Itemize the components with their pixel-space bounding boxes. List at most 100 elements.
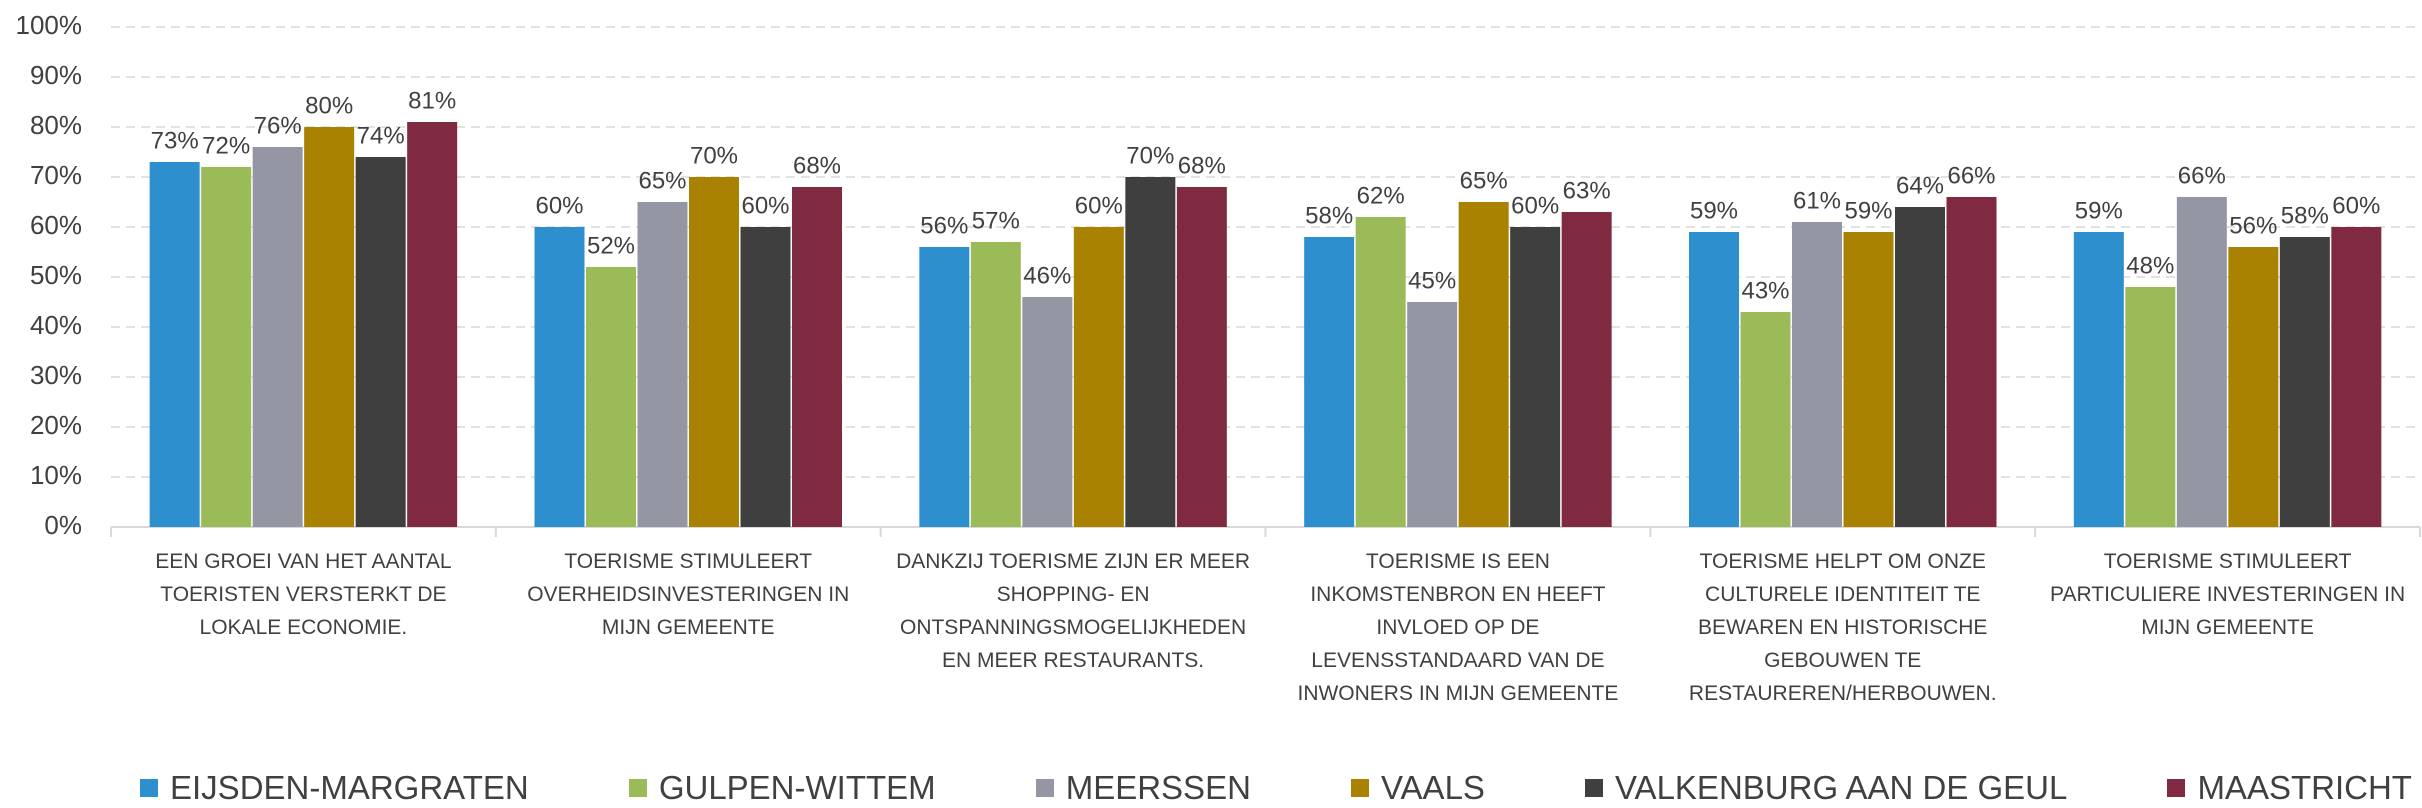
value-label: 73% xyxy=(151,127,199,154)
y-tick-label: 10% xyxy=(30,460,82,490)
bar xyxy=(1946,197,1997,527)
bar xyxy=(637,202,688,527)
x-tick-label: TOERISME STIMULEERT OVERHEIDSINVESTERING… xyxy=(527,550,850,639)
bar xyxy=(1740,312,1791,527)
legend-item: MAASTRICHT xyxy=(2167,768,2412,808)
y-tick-label: 20% xyxy=(30,410,82,440)
value-label: 60% xyxy=(2332,192,2380,219)
bar xyxy=(1510,227,1561,527)
x-tick-label: TOERISME STIMULEERT PARTICULIERE INVESTE… xyxy=(2050,550,2406,639)
x-tick-label: TOERISME IS EEN INKOMSTENBRON EN HEEFT I… xyxy=(1297,550,1619,705)
value-label: 58% xyxy=(2281,202,2329,229)
bar xyxy=(149,162,200,527)
legend-label: MEERSSEN xyxy=(1065,769,1251,806)
value-label: 60% xyxy=(1075,192,1123,219)
bar xyxy=(1561,212,1612,527)
legend-label: MAASTRICHT xyxy=(2197,769,2412,806)
bar xyxy=(2073,232,2124,527)
value-label: 56% xyxy=(920,212,968,239)
bar xyxy=(407,122,458,527)
legend-swatch xyxy=(140,779,158,797)
value-label: 59% xyxy=(1844,197,1892,224)
legend-swatch xyxy=(628,779,647,797)
bar xyxy=(534,227,585,527)
legend-label: VALKENBURG AAN DE GEUL xyxy=(1615,769,2068,806)
bar xyxy=(1792,222,1842,527)
x-tick-label: DANKZIJ TOERISME ZIJN ER MEER SHOPPING- … xyxy=(896,550,1251,672)
bar xyxy=(1843,232,1894,527)
value-label: 57% xyxy=(972,207,1020,234)
y-tick-label: 60% xyxy=(30,210,82,240)
legend-item: GULPEN-WITTEM xyxy=(628,768,936,808)
value-label: 46% xyxy=(1023,262,1071,289)
y-tick-label: 0% xyxy=(44,510,82,540)
bar xyxy=(792,187,842,527)
bar xyxy=(2331,227,2382,527)
value-label: 59% xyxy=(2075,197,2123,224)
bar xyxy=(1407,302,1458,527)
value-label: 65% xyxy=(638,167,686,194)
bar xyxy=(2125,287,2176,527)
value-label: 66% xyxy=(1947,162,1995,189)
bar xyxy=(355,157,406,527)
value-label: 43% xyxy=(1741,277,1789,304)
y-tick-label: 70% xyxy=(30,160,82,190)
legend-label: GULPEN-WITTEM xyxy=(658,769,936,806)
bar xyxy=(1355,217,1406,527)
bar xyxy=(1073,227,1124,527)
y-tick-label: 80% xyxy=(30,110,82,140)
bar xyxy=(1022,297,1073,527)
y-tick-label: 90% xyxy=(30,60,82,90)
x-tick-label: TOERISME HELPT OM ONZE CULTURELE IDENTIT… xyxy=(1688,550,1997,705)
bar xyxy=(252,147,303,527)
bar xyxy=(1895,207,1945,527)
value-label: 65% xyxy=(1460,167,1508,194)
value-label: 48% xyxy=(2126,252,2174,279)
bar xyxy=(740,227,791,527)
y-tick-label: 50% xyxy=(30,260,82,290)
value-label: 72% xyxy=(202,132,250,159)
legend-label: VAALS xyxy=(1380,769,1485,806)
value-label: 68% xyxy=(1178,152,1226,179)
bar xyxy=(919,247,970,527)
bar xyxy=(304,127,355,527)
legend-swatch xyxy=(1585,779,1603,797)
legend-item: MEERSSEN xyxy=(1035,768,1251,808)
legend-item: EIJSDEN-MARGRATEN xyxy=(140,768,529,808)
legend-swatch xyxy=(1350,779,1369,797)
bar xyxy=(2228,247,2279,527)
y-tick-label: 100% xyxy=(16,10,83,40)
value-label: 60% xyxy=(741,192,789,219)
value-label: 70% xyxy=(1126,142,1174,169)
value-label: 68% xyxy=(793,152,841,179)
value-label: 60% xyxy=(535,192,583,219)
bar xyxy=(2176,197,2227,527)
bar xyxy=(1458,202,1509,527)
bar xyxy=(1125,177,1176,527)
bar xyxy=(1304,237,1355,527)
value-label: 62% xyxy=(1357,182,1405,209)
bar xyxy=(586,267,636,527)
value-label: 74% xyxy=(357,122,405,149)
bar xyxy=(1689,232,1739,527)
legend-item: VAALS xyxy=(1350,768,1485,808)
legend: EIJSDEN-MARGRATEN GULPEN-WITTEM MEERSSEN VA… xyxy=(140,768,2412,808)
value-label: 81% xyxy=(408,87,456,114)
legend-swatch xyxy=(2167,779,2186,797)
value-label: 70% xyxy=(690,142,738,169)
value-label: 45% xyxy=(1408,267,1456,294)
legend-item: VALKENBURG AAN DE GEUL xyxy=(1585,768,2067,808)
x-tick-label: EEN GROEI VAN HET AANTAL TOERISTEN VERST… xyxy=(155,550,452,639)
y-tick-label: 30% xyxy=(30,360,82,390)
value-label: 61% xyxy=(1793,187,1841,214)
value-label: 59% xyxy=(1690,197,1738,224)
legend-swatch xyxy=(1035,779,1054,797)
bar xyxy=(689,177,739,527)
value-label: 64% xyxy=(1896,172,1944,199)
value-label: 80% xyxy=(305,92,353,119)
legend-label: EIJSDEN-MARGRATEN xyxy=(170,769,529,806)
y-tick-label: 40% xyxy=(30,310,82,340)
value-label: 76% xyxy=(254,112,302,139)
